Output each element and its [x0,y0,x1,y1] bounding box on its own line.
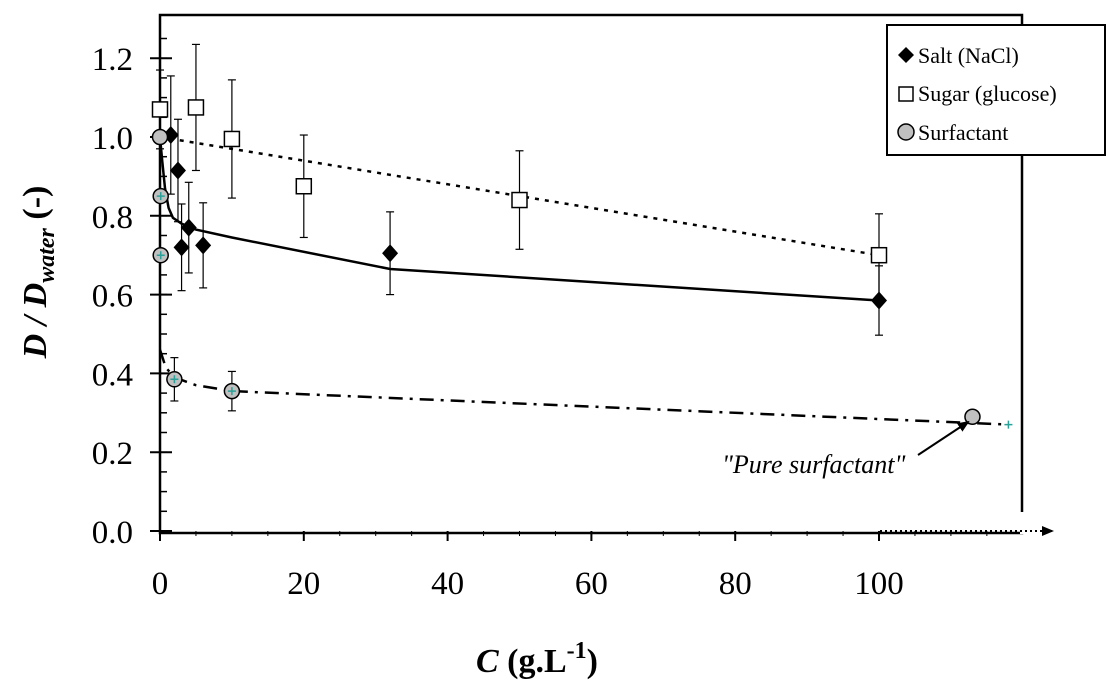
fit-lines [158,135,1009,426]
salt-point [195,236,212,255]
x-tick-label: 60 [575,566,608,602]
legend-label-salt: Salt (NaCl) [918,43,1019,68]
surfactant-point [151,128,169,146]
legend: Salt (NaCl) Sugar (glucose) Surfactant [886,24,1106,156]
y-axis-title: D / Dwater (-) [17,186,60,360]
surfactant-point-plus [227,387,236,396]
x-axis-title-unit: (g.L [499,643,567,680]
salt-point [382,244,399,263]
sugar-point [151,101,169,118]
legend-item-surfactant: Surfactant [897,120,1008,145]
y-tick-label: 1.2 [92,42,133,78]
y-tick-label: 0.8 [92,200,133,236]
y-axis-title-main: D / D [17,283,54,360]
legend-label-sugar: Sugar (glucose) [918,81,1057,106]
y-tick-label: 0.0 [92,515,133,551]
surfactant-point-plus [170,375,179,384]
fit-line-sugar [159,135,880,257]
legend-label-surfactant: Surfactant [918,120,1008,145]
sugar-point [870,246,888,264]
salt-point [169,161,186,180]
annotation-text: "Pure surfactant" [722,450,905,479]
x-tick-label: 40 [431,566,464,602]
legend-item-sugar: Sugar (glucose) [898,81,1057,106]
y-axis-title-sub: water [34,227,60,282]
y-axis-title-suffix: (-) [17,186,54,228]
fit-line-salt [158,136,880,302]
sugar-point [295,178,313,195]
legend-box [886,24,1106,156]
y-tick-label: 0.4 [92,357,133,393]
sugar-point [187,99,205,116]
y-tick-label: 0.6 [92,279,133,315]
x-axis-title: C (g.L-1) [476,638,598,680]
y-tick-label: 0.2 [92,436,133,472]
x-tick-label: 80 [719,566,752,602]
pure-surfactant-annotation: "Pure surfactant" [722,420,970,479]
error-bars [156,43,883,412]
y-ticks: 0.0 0.2 0.4 0.6 0.8 1.0 1.2 [92,42,172,551]
legend-item-salt: Salt (NaCl) [898,43,1019,68]
legend-circle-icon [897,123,915,141]
annotation-arrow [917,420,970,456]
surfactant-point [964,408,981,425]
x-tick-label: 0 [152,566,169,602]
salt-point [180,218,197,237]
salt-point [173,238,190,257]
surfactant-end-marker [1004,420,1013,429]
y-tick-label: 1.0 [92,121,133,157]
surfactant-point-plus [156,192,165,201]
x-tick-label: 20 [287,566,320,602]
legend-square-icon [898,86,914,102]
x-tick-label: 100 [854,566,904,602]
sugar-point [223,130,241,148]
fit-line-surfactant [158,349,1009,426]
x-axis-title-close: ) [587,643,598,680]
legend-diamond-icon [898,47,914,63]
data-markers [151,99,1013,429]
sugar-point [511,191,528,209]
surfactant-point-plus [156,251,165,260]
x-axis-title-main: C [476,643,499,680]
x-ticks: 0 20 40 60 80 100 [152,531,988,602]
salt-point [871,291,887,310]
x-axis-title-sup: -1 [567,638,587,664]
